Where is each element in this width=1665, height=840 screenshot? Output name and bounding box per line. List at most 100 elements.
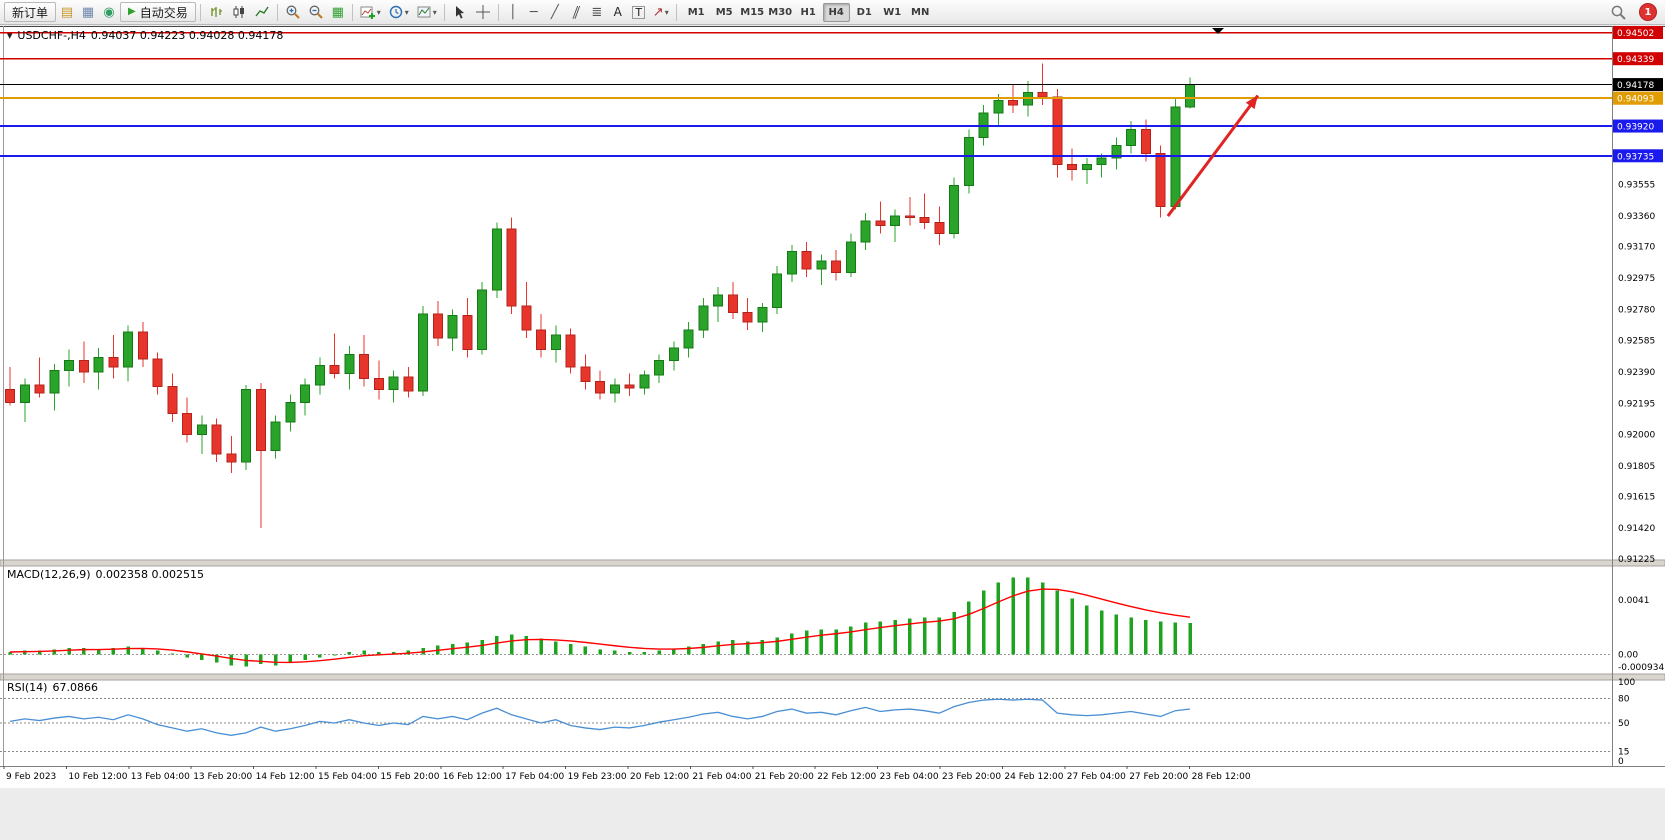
autotrading-play-icon: ▶ (128, 6, 136, 17)
rsi-tick-label: 100 (1618, 678, 1635, 688)
cursor-button[interactable] (449, 2, 471, 22)
bar-chart-button[interactable] (205, 2, 227, 22)
profiles-button[interactable]: ▦ (78, 2, 98, 22)
trend-arrow-annotation[interactable] (1166, 94, 1260, 217)
new-chart-button[interactable]: ▤ (57, 2, 77, 22)
tile-windows-icon: ▦ (331, 4, 344, 20)
text-button[interactable]: A (608, 2, 628, 22)
panel-divider[interactable] (0, 673, 1665, 681)
toolbar-separator (497, 3, 499, 21)
tile-windows-button[interactable]: ▦ (328, 2, 348, 22)
zoom-out-icon (309, 5, 323, 19)
toolbar-separator (276, 3, 278, 21)
crosshair-icon (475, 5, 490, 19)
fibonacci-icon: ≣ (591, 4, 603, 20)
price-tick-label: 0.92975 (1618, 274, 1655, 284)
toolbar-separator (443, 3, 445, 21)
price-tick-label: 0.92780 (1618, 305, 1655, 315)
new-chart-icon: ▤ (60, 4, 74, 20)
zoom-in-icon (286, 5, 300, 19)
price-tick-label: 0.93555 (1618, 181, 1655, 191)
trendline-button[interactable]: ╱ (545, 2, 565, 22)
rsi-value: 67.0866 (52, 681, 98, 694)
price-tick-label: 0.92585 (1618, 337, 1655, 347)
rsi-title: RSI(14) 67.0866 (7, 681, 98, 694)
timeframe-button-m30[interactable]: M30 (768, 6, 793, 18)
indicators-button[interactable]: ▾ (357, 2, 384, 22)
time-label: 19 Feb 23:00 (568, 772, 627, 782)
search-button[interactable] (1607, 2, 1630, 22)
new-order-button[interactable]: 新订单 (4, 2, 57, 22)
crosshair-button[interactable] (472, 2, 494, 22)
time-label: 16 Feb 12:00 (443, 772, 502, 782)
terminal-icon: ◉ (103, 4, 115, 20)
price-tag (1613, 26, 1663, 40)
timeframe-button-d1[interactable]: D1 (856, 6, 872, 18)
price-tag-label: 0.93735 (1617, 152, 1654, 162)
dropdown-icon: ▾ (404, 7, 409, 17)
rsi-tick-label: 0 (1618, 757, 1624, 767)
rsi-tick-label: 15 (1618, 748, 1629, 758)
timeframe-button-h1[interactable]: H1 (800, 6, 816, 18)
time-label: 20 Feb 12:00 (630, 772, 689, 782)
panel-divider[interactable] (0, 559, 1665, 567)
line-chart-button[interactable] (251, 2, 273, 22)
timeframe-button-mn[interactable]: MN (911, 6, 930, 18)
time-axis[interactable]: 9 Feb 2023 10 Feb 12:00 13 Feb 04:00 13 Feb… (3, 766, 1251, 782)
macd-title: MACD(12,26,9) 0.002358 0.002515 (7, 568, 204, 581)
zoom-in-button[interactable] (282, 2, 304, 22)
symbol-dropdown-icon[interactable]: ▼ (7, 31, 13, 40)
macd-values: 0.002358 0.002515 (95, 568, 205, 581)
main-toolbar: 新订单 ▤ ▦ ◉ ▶ 自动交易 (0, 0, 1665, 25)
chart-shift-marker[interactable] (1212, 28, 1224, 34)
price-tag-label: 0.94502 (1617, 29, 1654, 39)
price-tag (1613, 91, 1663, 105)
timeframe-button-h4[interactable]: H4 (822, 2, 850, 22)
text-icon: A (613, 5, 622, 19)
macd-label: MACD(12,26,9) (7, 568, 91, 581)
toolbar-separator (199, 3, 201, 21)
toolbar-separator (351, 3, 353, 21)
template-icon (417, 6, 431, 18)
fibonacci-button[interactable]: ≣ (587, 2, 607, 22)
timeframe-button-w1[interactable]: W1 (883, 6, 902, 18)
channel-icon: ∥ (569, 4, 582, 20)
price-tick-label: 0.91615 (1618, 493, 1655, 503)
line-chart-icon (255, 6, 269, 17)
rsi-tick-label: 50 (1618, 719, 1630, 729)
price-tick-label: 0.93360 (1618, 212, 1655, 222)
autotrading-button[interactable]: ▶ 自动交易 (120, 2, 196, 22)
time-label: 14 Feb 12:00 (256, 772, 315, 782)
notification-badge[interactable]: 1 (1639, 3, 1657, 21)
horizontal-line-icon: ─ (529, 4, 538, 20)
rsi-line (9, 698, 1191, 736)
cursor-icon (455, 6, 464, 19)
price-tick-label: 0.91805 (1618, 462, 1655, 472)
timeframe-button-m1[interactable]: M1 (687, 6, 705, 18)
time-label: 28 Feb 12:00 (1192, 772, 1251, 782)
timeframe-button-m15[interactable]: M15 (740, 6, 765, 18)
candlestick-chart-button[interactable] (228, 2, 250, 22)
candlestick-series (5, 63, 1195, 528)
toolbar-right: 1 (1607, 2, 1657, 22)
dropdown-icon: ▾ (432, 7, 437, 17)
horizontal-line-button[interactable]: ─ (524, 2, 544, 22)
price-tag (1613, 52, 1663, 66)
text-label-button[interactable]: T (629, 2, 649, 22)
zoom-out-button[interactable] (305, 2, 327, 22)
profiles-icon: ▦ (81, 4, 95, 20)
arrows-button[interactable]: ↗ ▾ (650, 2, 672, 22)
time-label: 15 Feb 04:00 (318, 772, 377, 782)
periods-button[interactable]: ▾ (385, 2, 412, 22)
price-chart-canvas[interactable]: 0.94502 0.94339 0.94178 0.94093 0.93920 0.937… (0, 26, 1665, 788)
channel-button[interactable]: ∥ (566, 2, 586, 22)
price-tag-label: 0.94339 (1617, 55, 1654, 65)
timeframe-button-m5[interactable]: M5 (715, 6, 733, 18)
templates-button[interactable]: ▾ (413, 2, 440, 22)
vertical-line-button[interactable]: │ (503, 2, 523, 22)
price-tag-label: 0.94093 (1617, 95, 1654, 105)
price-tag (1613, 78, 1663, 92)
vertical-line-icon: │ (508, 4, 517, 20)
timeframe-group: M1 M5 M15 M30 H1 H4 D1 W1 MN (683, 2, 934, 22)
terminal-button[interactable]: ◉ (99, 2, 119, 22)
